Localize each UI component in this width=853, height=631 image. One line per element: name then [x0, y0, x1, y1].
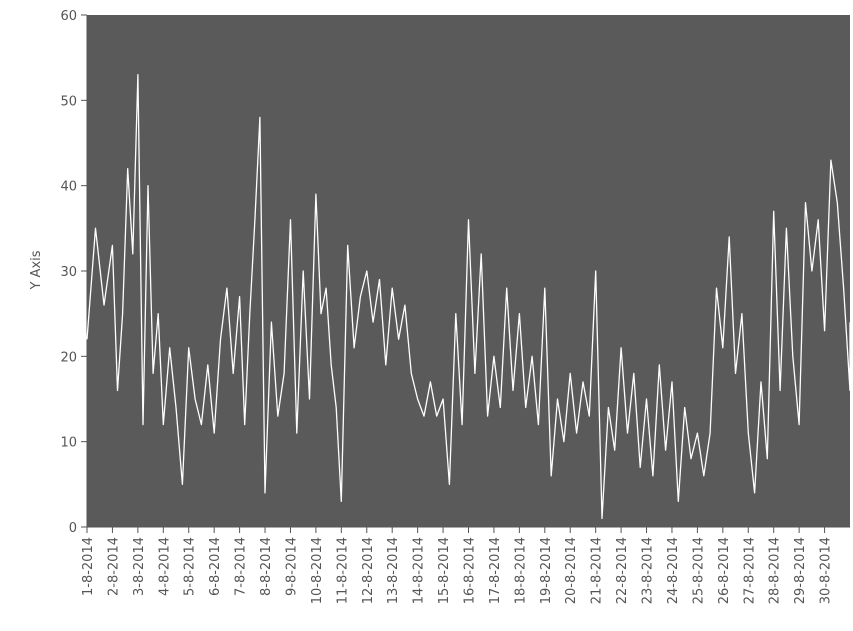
- x-tick-label: 11-8-2014: [335, 537, 350, 604]
- y-tick-label: 20: [60, 350, 77, 365]
- x-tick-label: 27-8-2014: [742, 537, 757, 604]
- x-tick-label: 19-8-2014: [539, 537, 554, 604]
- x-tick-label: 12-8-2014: [361, 537, 376, 604]
- x-tick-label: 5-8-2014: [183, 537, 198, 596]
- x-tick-label: 25-8-2014: [691, 537, 706, 604]
- x-tick-label: 13-8-2014: [386, 537, 401, 604]
- x-tick-label: 6-8-2014: [208, 537, 223, 596]
- x-tick-label: 24-8-2014: [666, 537, 681, 604]
- x-tick-label: 23-8-2014: [641, 537, 656, 604]
- x-tick-label: 14-8-2014: [412, 537, 427, 604]
- x-tick-label: 10-8-2014: [310, 537, 325, 604]
- x-tick-label: 26-8-2014: [717, 537, 732, 604]
- x-tick-label: 3-8-2014: [132, 537, 147, 596]
- y-tick-label: 0: [69, 521, 77, 536]
- x-tick-label: 17-8-2014: [488, 537, 503, 604]
- x-tick-label: 30-8-2014: [819, 537, 834, 604]
- plot-area-background: [87, 15, 850, 527]
- x-tick-label: 22-8-2014: [615, 537, 630, 604]
- x-tick-label: 15-8-2014: [437, 537, 452, 604]
- y-tick-label: 30: [60, 265, 77, 280]
- y-tick-label: 40: [60, 180, 77, 195]
- y-tick-label: 60: [60, 9, 77, 24]
- y-axis: 0 10 20 30 40 50 60: [60, 9, 88, 536]
- y-tick-label: 50: [60, 94, 77, 109]
- x-tick-label: 21-8-2014: [590, 537, 605, 604]
- x-tick-label: 8-8-2014: [259, 537, 274, 596]
- series-line: [86, 74, 851, 520]
- x-tick-label: 9-8-2014: [284, 537, 299, 596]
- x-tick-label: 29-8-2014: [793, 537, 808, 604]
- x-tick-label: 28-8-2014: [768, 537, 783, 604]
- y-axis-title: Y Axis: [29, 250, 44, 290]
- x-tick-label: 4-8-2014: [157, 537, 172, 596]
- x-tick-label: 16-8-2014: [463, 537, 478, 604]
- x-tick-label: 20-8-2014: [564, 537, 579, 604]
- x-axis: 1-8-2014 2-8-2014 3-8-2014 4-8-2014 5-8-2014…: [81, 526, 850, 604]
- x-tick-label: 7-8-2014: [234, 537, 249, 596]
- x-tick-label: 2-8-2014: [106, 537, 121, 596]
- x-tick-label: 18-8-2014: [513, 537, 528, 604]
- x-tick-label: 1-8-2014: [81, 537, 96, 596]
- y-tick-label: 10: [60, 436, 77, 451]
